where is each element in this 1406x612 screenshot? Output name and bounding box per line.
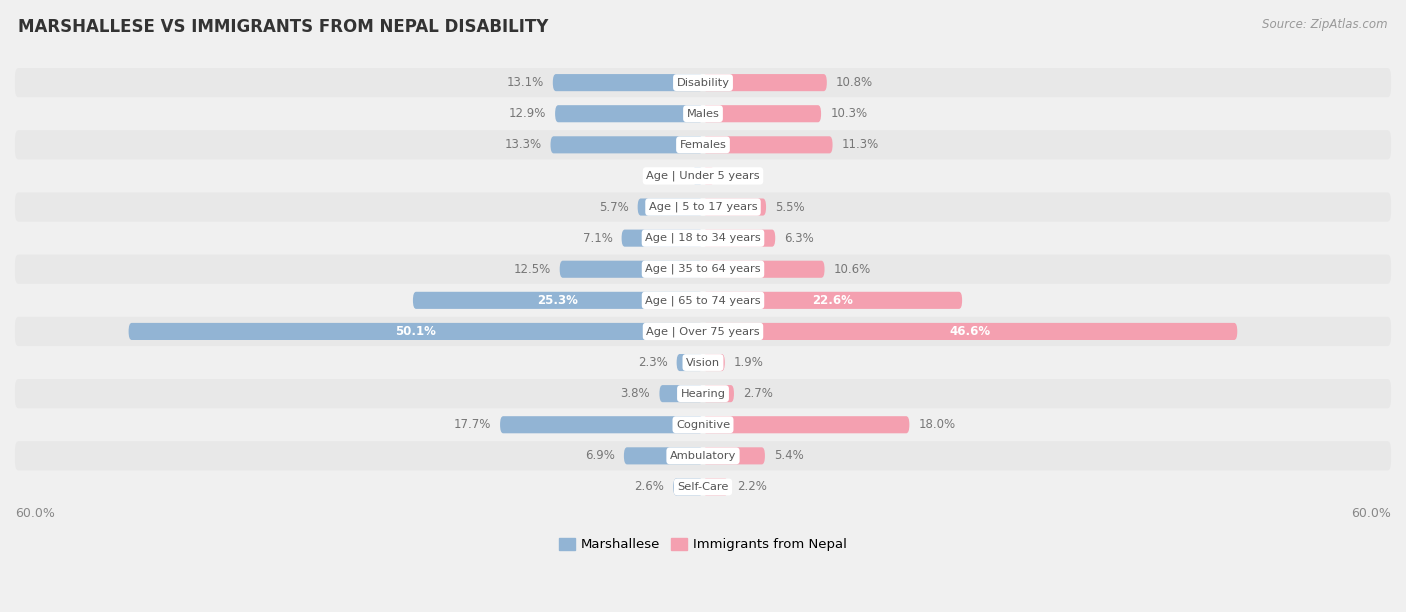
FancyBboxPatch shape	[659, 385, 703, 402]
FancyBboxPatch shape	[15, 130, 1391, 160]
FancyBboxPatch shape	[15, 162, 1391, 190]
Text: 1.0%: 1.0%	[724, 170, 754, 182]
Text: 1.9%: 1.9%	[734, 356, 763, 369]
Text: 12.5%: 12.5%	[513, 263, 551, 276]
Text: 2.6%: 2.6%	[634, 480, 664, 493]
Text: Disability: Disability	[676, 78, 730, 88]
FancyBboxPatch shape	[703, 416, 910, 433]
FancyBboxPatch shape	[501, 416, 703, 433]
FancyBboxPatch shape	[15, 192, 1391, 222]
Text: 5.4%: 5.4%	[775, 449, 804, 462]
FancyBboxPatch shape	[621, 230, 703, 247]
FancyBboxPatch shape	[15, 99, 1391, 129]
Text: 2.3%: 2.3%	[638, 356, 668, 369]
FancyBboxPatch shape	[128, 323, 703, 340]
Text: Age | 18 to 34 years: Age | 18 to 34 years	[645, 233, 761, 244]
FancyBboxPatch shape	[703, 167, 714, 184]
Text: Age | 65 to 74 years: Age | 65 to 74 years	[645, 295, 761, 305]
FancyBboxPatch shape	[15, 223, 1391, 253]
FancyBboxPatch shape	[15, 348, 1391, 377]
FancyBboxPatch shape	[692, 167, 703, 184]
Text: 6.9%: 6.9%	[585, 449, 614, 462]
FancyBboxPatch shape	[15, 286, 1391, 315]
Text: 6.3%: 6.3%	[785, 231, 814, 245]
Text: MARSHALLESE VS IMMIGRANTS FROM NEPAL DISABILITY: MARSHALLESE VS IMMIGRANTS FROM NEPAL DIS…	[18, 18, 548, 36]
Text: 5.5%: 5.5%	[775, 201, 804, 214]
Text: 17.7%: 17.7%	[454, 418, 491, 431]
FancyBboxPatch shape	[703, 230, 775, 247]
FancyBboxPatch shape	[703, 74, 827, 91]
FancyBboxPatch shape	[15, 379, 1391, 408]
FancyBboxPatch shape	[624, 447, 703, 465]
Text: 25.3%: 25.3%	[537, 294, 578, 307]
Text: 13.3%: 13.3%	[505, 138, 541, 151]
FancyBboxPatch shape	[676, 354, 703, 371]
FancyBboxPatch shape	[553, 74, 703, 91]
FancyBboxPatch shape	[703, 385, 734, 402]
Text: Age | 35 to 64 years: Age | 35 to 64 years	[645, 264, 761, 275]
Text: Age | 5 to 17 years: Age | 5 to 17 years	[648, 202, 758, 212]
Text: Females: Females	[679, 140, 727, 150]
FancyBboxPatch shape	[703, 105, 821, 122]
FancyBboxPatch shape	[638, 198, 703, 215]
Text: 7.1%: 7.1%	[582, 231, 613, 245]
Text: 0.94%: 0.94%	[645, 170, 683, 182]
Text: Ambulatory: Ambulatory	[669, 451, 737, 461]
FancyBboxPatch shape	[703, 447, 765, 465]
FancyBboxPatch shape	[15, 441, 1391, 471]
Text: 13.1%: 13.1%	[506, 76, 544, 89]
Text: 3.8%: 3.8%	[620, 387, 650, 400]
Text: 22.6%: 22.6%	[813, 294, 853, 307]
FancyBboxPatch shape	[560, 261, 703, 278]
Text: 50.1%: 50.1%	[395, 325, 436, 338]
FancyBboxPatch shape	[551, 136, 703, 154]
FancyBboxPatch shape	[703, 323, 1237, 340]
Text: Source: ZipAtlas.com: Source: ZipAtlas.com	[1263, 18, 1388, 31]
FancyBboxPatch shape	[703, 354, 724, 371]
Text: 2.2%: 2.2%	[737, 480, 768, 493]
FancyBboxPatch shape	[703, 136, 832, 154]
FancyBboxPatch shape	[413, 292, 703, 309]
Text: 10.6%: 10.6%	[834, 263, 870, 276]
FancyBboxPatch shape	[15, 317, 1391, 346]
Text: 5.7%: 5.7%	[599, 201, 628, 214]
Text: Males: Males	[686, 109, 720, 119]
FancyBboxPatch shape	[555, 105, 703, 122]
FancyBboxPatch shape	[15, 472, 1391, 502]
Text: Self-Care: Self-Care	[678, 482, 728, 492]
Text: 12.9%: 12.9%	[509, 107, 546, 120]
Text: Age | Over 75 years: Age | Over 75 years	[647, 326, 759, 337]
Legend: Marshallese, Immigrants from Nepal: Marshallese, Immigrants from Nepal	[554, 532, 852, 556]
FancyBboxPatch shape	[15, 68, 1391, 97]
Text: 60.0%: 60.0%	[1351, 507, 1391, 520]
FancyBboxPatch shape	[703, 198, 766, 215]
Text: Vision: Vision	[686, 357, 720, 368]
Text: 11.3%: 11.3%	[842, 138, 879, 151]
FancyBboxPatch shape	[703, 292, 962, 309]
Text: Cognitive: Cognitive	[676, 420, 730, 430]
FancyBboxPatch shape	[15, 255, 1391, 284]
Text: Age | Under 5 years: Age | Under 5 years	[647, 171, 759, 181]
Text: 46.6%: 46.6%	[949, 325, 991, 338]
Text: 60.0%: 60.0%	[15, 507, 55, 520]
Text: 10.8%: 10.8%	[837, 76, 873, 89]
Text: 2.7%: 2.7%	[744, 387, 773, 400]
FancyBboxPatch shape	[15, 410, 1391, 439]
Text: 10.3%: 10.3%	[831, 107, 868, 120]
Text: Hearing: Hearing	[681, 389, 725, 398]
FancyBboxPatch shape	[703, 261, 824, 278]
FancyBboxPatch shape	[703, 479, 728, 496]
FancyBboxPatch shape	[673, 479, 703, 496]
Text: 18.0%: 18.0%	[918, 418, 956, 431]
